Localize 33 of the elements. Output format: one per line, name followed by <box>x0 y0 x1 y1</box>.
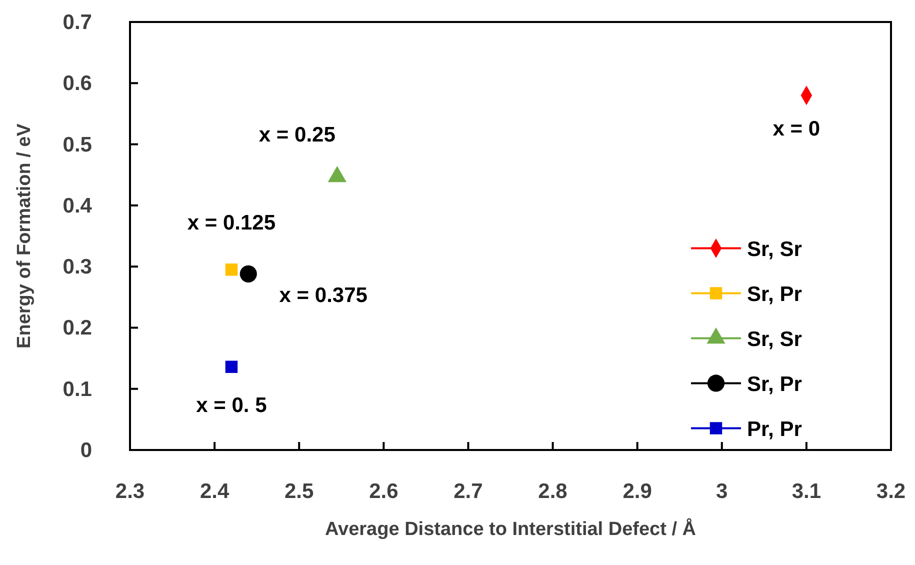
y-tick-label: 0.5 <box>62 133 92 156</box>
x-tick-label: 2.7 <box>454 480 483 503</box>
x-tick-label: 2.8 <box>538 480 568 503</box>
y-tick-label: 0.4 <box>62 194 92 218</box>
annotation: x = 0.25 <box>258 124 336 147</box>
y-tick-label: 0.1 <box>62 378 92 401</box>
annotation: x = 0 <box>772 117 820 140</box>
y-tick-label: 0.3 <box>62 256 92 279</box>
annotation: x = 0.125 <box>187 212 276 235</box>
annotation: x = 0. 5 <box>196 394 268 417</box>
x-tick-label: 2.5 <box>284 480 314 503</box>
y-tick-label: 0.6 <box>62 72 92 96</box>
legend-label: Sr, Sr <box>747 238 802 262</box>
x-tick-label: 3 <box>716 480 728 503</box>
x-tick-label: 2.6 <box>369 480 398 503</box>
legend-label: Sr, Sr <box>747 328 802 352</box>
annotation: x = 0.375 <box>279 284 368 307</box>
legend-label: Sr, Pr <box>747 283 802 306</box>
point <box>225 264 238 276</box>
point <box>225 360 238 373</box>
y-tick-label: 0.2 <box>62 316 92 340</box>
x-tick-label: 2.9 <box>622 480 652 503</box>
legend-label: Sr, Pr <box>747 373 802 396</box>
x-tick-label: 3.2 <box>876 480 906 503</box>
y-tick-label: 0 <box>80 439 92 462</box>
x-axis-title: Average Distance to Interstitial Defect / Å <box>325 518 696 540</box>
point <box>240 265 257 282</box>
x-tick-label: 3.1 <box>792 480 822 503</box>
legend-label: Pr, Pr <box>747 418 802 442</box>
x-tick-label: 2.4 <box>200 480 230 503</box>
y-axis-title: Energy of Formation / eV <box>14 123 35 348</box>
y-tick-label: 0.7 <box>62 11 92 34</box>
x-tick-label: 2.3 <box>115 480 145 503</box>
